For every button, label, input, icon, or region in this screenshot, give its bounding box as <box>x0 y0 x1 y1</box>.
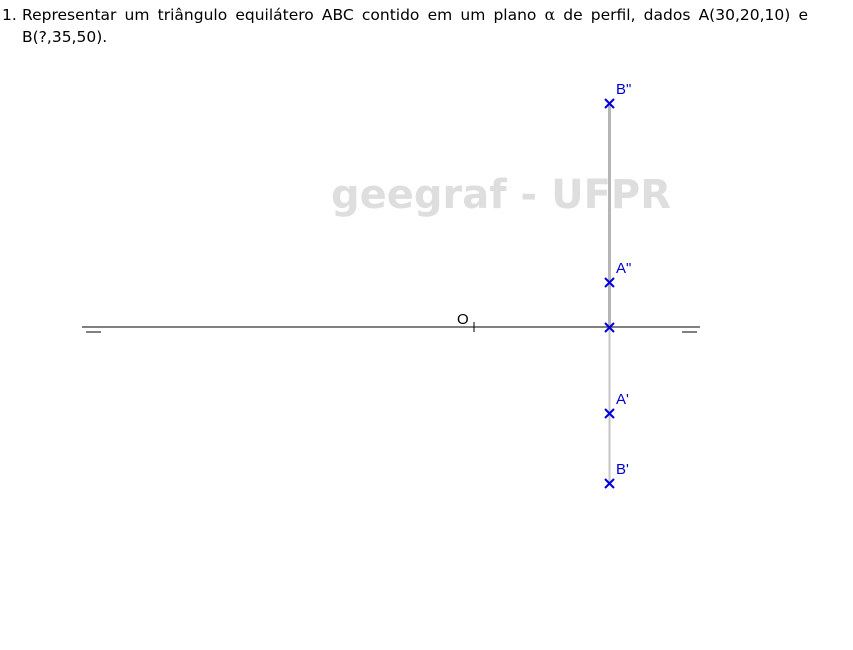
problem-text-end: de perfil, dados A(30,20,10) e <box>563 6 808 24</box>
point-b-horizontal-projection <box>604 478 615 489</box>
profile-ground-intersection-marker <box>604 322 615 333</box>
label-a-double-prime: A" <box>616 260 631 277</box>
origin-label: O <box>457 311 469 328</box>
alpha-symbol: α <box>544 6 556 24</box>
point-a-horizontal-projection <box>604 408 615 419</box>
problem-number: 1. <box>2 6 17 24</box>
problem-line-2: B(?,35,50). <box>22 28 108 46</box>
label-b-prime: B' <box>616 461 629 478</box>
label-a-prime: A' <box>616 391 629 408</box>
point-b-vertical-projection <box>604 98 615 109</box>
problem-line-1: 1. Representar um triângulo equilátero AB… <box>2 4 808 26</box>
problem-statement: 1. Representar um triângulo equilátero AB… <box>2 4 808 48</box>
label-b-double-prime: B" <box>616 81 631 98</box>
point-a-vertical-projection <box>604 277 615 288</box>
problem-text-start: Representar um triângulo equilátero ABC … <box>22 6 537 24</box>
watermark: geegraf - UFPR <box>331 172 671 218</box>
